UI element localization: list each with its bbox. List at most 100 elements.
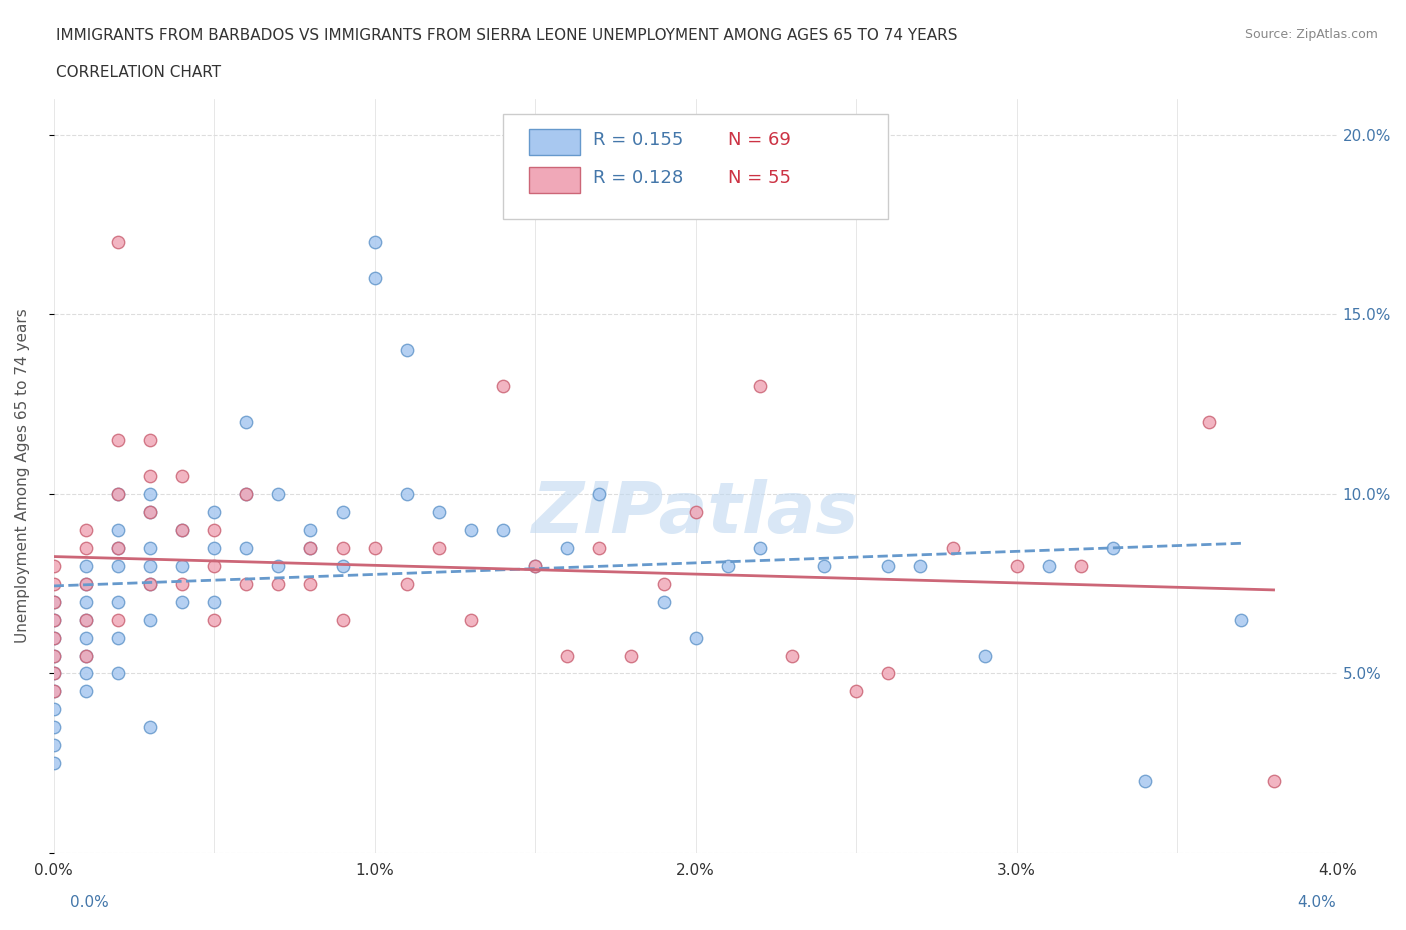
Point [42, 594, 65, 609]
Point [75, 577, 97, 591]
Point [139, 720, 162, 735]
Point [652, 594, 675, 609]
Point [139, 504, 162, 519]
Point [332, 612, 354, 627]
Point [588, 486, 610, 501]
Point [75, 612, 97, 627]
Point [139, 577, 162, 591]
Point [42, 631, 65, 645]
Point [139, 577, 162, 591]
Point [170, 577, 193, 591]
Point [42, 720, 65, 735]
Point [202, 594, 225, 609]
Point [75, 648, 97, 663]
Point [139, 486, 162, 501]
Point [780, 648, 803, 663]
Point [620, 648, 643, 663]
Point [139, 558, 162, 573]
Point [1263, 774, 1285, 789]
FancyBboxPatch shape [503, 113, 889, 219]
Point [75, 594, 97, 609]
Point [845, 684, 868, 698]
Text: N = 69: N = 69 [728, 131, 790, 149]
Point [42, 666, 65, 681]
Point [235, 540, 257, 555]
Point [1005, 558, 1028, 573]
Point [170, 523, 193, 538]
Text: R = 0.155: R = 0.155 [593, 131, 683, 149]
Point [460, 523, 482, 538]
Point [235, 486, 257, 501]
Point [332, 504, 354, 519]
Point [652, 577, 675, 591]
FancyBboxPatch shape [529, 129, 581, 155]
Point [267, 577, 290, 591]
Point [107, 486, 129, 501]
Point [202, 523, 225, 538]
Point [813, 558, 835, 573]
Point [139, 540, 162, 555]
Text: CORRELATION CHART: CORRELATION CHART [56, 65, 221, 80]
Point [202, 612, 225, 627]
Point [202, 558, 225, 573]
Point [492, 379, 515, 393]
Point [748, 379, 770, 393]
Point [42, 577, 65, 591]
Point [332, 540, 354, 555]
Point [299, 523, 322, 538]
Text: Source: ZipAtlas.com: Source: ZipAtlas.com [1244, 28, 1378, 41]
Point [524, 558, 547, 573]
Point [299, 540, 322, 555]
Point [910, 558, 932, 573]
Point [75, 540, 97, 555]
Point [170, 558, 193, 573]
Y-axis label: Unemployment Among Ages 65 to 74 years: Unemployment Among Ages 65 to 74 years [15, 309, 30, 644]
Point [75, 558, 97, 573]
Point [42, 594, 65, 609]
Text: R = 0.128: R = 0.128 [593, 169, 683, 187]
Point [107, 540, 129, 555]
Point [42, 684, 65, 698]
Point [75, 666, 97, 681]
Text: 4.0%: 4.0% [1296, 895, 1336, 910]
Point [1102, 540, 1125, 555]
Point [555, 540, 578, 555]
Point [42, 612, 65, 627]
Point [363, 235, 385, 250]
Point [42, 648, 65, 663]
Point [42, 737, 65, 752]
Point [107, 666, 129, 681]
Point [460, 612, 482, 627]
Point [973, 648, 995, 663]
Point [42, 558, 65, 573]
Point [139, 432, 162, 447]
Point [107, 540, 129, 555]
Point [139, 504, 162, 519]
Point [42, 666, 65, 681]
Point [42, 648, 65, 663]
Point [107, 235, 129, 250]
Point [717, 558, 740, 573]
Point [75, 631, 97, 645]
Point [75, 523, 97, 538]
Text: 0.0%: 0.0% [70, 895, 110, 910]
Point [332, 558, 354, 573]
Point [427, 540, 450, 555]
Point [685, 631, 707, 645]
Point [107, 486, 129, 501]
Text: N = 55: N = 55 [728, 169, 790, 187]
Point [299, 540, 322, 555]
Point [877, 558, 900, 573]
Point [107, 631, 129, 645]
Point [267, 486, 290, 501]
Point [75, 648, 97, 663]
Point [170, 469, 193, 484]
Point [42, 631, 65, 645]
Point [267, 558, 290, 573]
Point [492, 523, 515, 538]
Point [427, 504, 450, 519]
Point [877, 666, 900, 681]
Point [299, 577, 322, 591]
Point [107, 523, 129, 538]
Point [107, 612, 129, 627]
